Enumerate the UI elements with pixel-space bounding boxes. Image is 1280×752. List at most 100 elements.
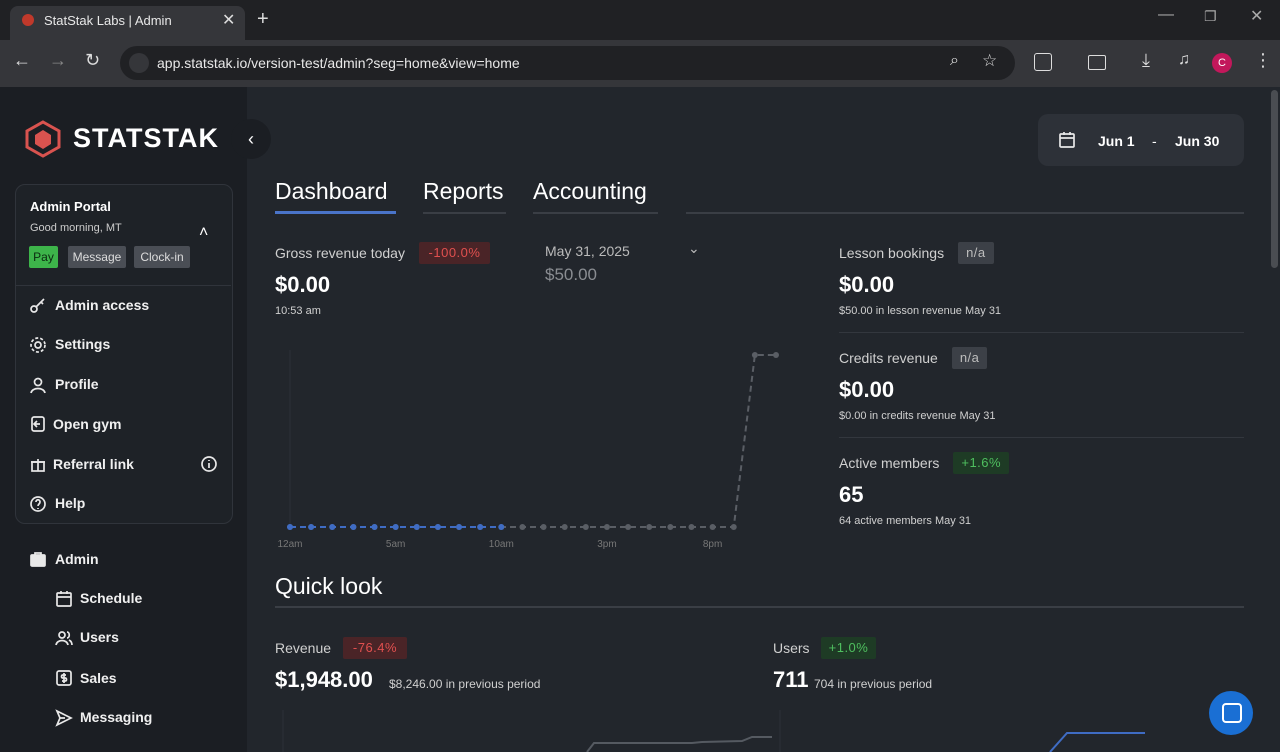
downloads[interactable]: ⤓ bbox=[1142, 50, 1150, 70]
series-point bbox=[308, 524, 315, 530]
stat-badge: +1.6% bbox=[953, 452, 1010, 474]
compare-dropdown[interactable]: ⌄ bbox=[688, 240, 700, 256]
compare-value: $50.00 bbox=[545, 265, 597, 284]
tab-dashboard[interactable]: Dashboard bbox=[275, 178, 388, 204]
series-point bbox=[371, 524, 378, 530]
gross-badge: -100.0% bbox=[419, 242, 490, 264]
portal-title: Admin Portal bbox=[30, 199, 111, 214]
x-tick-label: 12am bbox=[277, 539, 302, 550]
series-point bbox=[434, 524, 441, 530]
date-start: Jun 1 bbox=[1098, 133, 1135, 149]
zoom[interactable]: ⌕ bbox=[950, 52, 959, 69]
gross-value: $0.00 bbox=[275, 272, 331, 297]
series-point bbox=[773, 352, 779, 358]
series-point bbox=[730, 524, 737, 530]
menu-item[interactable]: Profile bbox=[55, 376, 99, 392]
media[interactable]: ♫ bbox=[1178, 51, 1190, 68]
tab-reports[interactable]: Reports bbox=[423, 178, 504, 204]
brand: STATSTAK bbox=[73, 123, 219, 153]
key-icon bbox=[30, 298, 45, 313]
series-point bbox=[350, 524, 357, 530]
revenue-badge: -76.4% bbox=[343, 637, 407, 659]
submenu-item[interactable]: Users bbox=[80, 629, 119, 645]
menu-kebab[interactable]: ⋮ bbox=[1254, 50, 1272, 70]
sales-icon bbox=[56, 670, 72, 686]
scrollbar[interactable] bbox=[1271, 90, 1278, 268]
extensions[interactable] bbox=[1034, 53, 1052, 71]
new-tab[interactable]: + bbox=[257, 8, 269, 30]
address-bar[interactable]: app.statstak.io/version-test/admin?seg=h… bbox=[120, 46, 1015, 80]
tab-accounting[interactable]: Accounting bbox=[533, 178, 647, 204]
stat-label: Credits revenue bbox=[839, 350, 938, 366]
tab-underline bbox=[423, 212, 506, 214]
greeting: Good morning, MT bbox=[30, 222, 122, 234]
send-icon bbox=[55, 709, 73, 727]
series-point bbox=[646, 524, 653, 530]
collapse-sidebar[interactable]: ‹ bbox=[231, 119, 271, 159]
back[interactable]: ← bbox=[13, 50, 31, 70]
stat-value: $0.00 bbox=[839, 272, 895, 297]
users-icon bbox=[55, 631, 73, 646]
x-tick-label: 3pm bbox=[597, 539, 616, 550]
submenu-item[interactable]: Schedule bbox=[80, 590, 143, 606]
menu-item[interactable]: Admin access bbox=[55, 297, 150, 313]
gross-label: Gross revenue today bbox=[275, 245, 405, 261]
series-point bbox=[456, 524, 463, 530]
divider bbox=[16, 285, 231, 286]
bookmark[interactable]: ☆ bbox=[982, 51, 998, 70]
stat-label: Lesson bookings bbox=[839, 245, 945, 261]
date-range[interactable] bbox=[1038, 114, 1244, 166]
pay-button[interactable]: Pay bbox=[29, 246, 58, 268]
stat-note: $50.00 in lesson revenue May 31 bbox=[839, 305, 1002, 317]
profile[interactable]: C bbox=[1212, 53, 1232, 73]
close-window[interactable]: ✕ bbox=[1250, 8, 1264, 25]
series-point bbox=[287, 524, 293, 530]
series-point bbox=[519, 524, 526, 530]
users-badge: +1.0% bbox=[821, 637, 876, 659]
collapse-portal[interactable]: ˄ bbox=[199, 224, 209, 241]
menu-item[interactable]: Open gym bbox=[53, 416, 122, 432]
calendar-icon bbox=[56, 591, 72, 607]
tab-close[interactable]: ✕ bbox=[222, 12, 236, 29]
message-button[interactable]: Message bbox=[68, 246, 126, 268]
cast[interactable] bbox=[1088, 55, 1106, 70]
logo-icon bbox=[25, 120, 61, 158]
section-title: Admin bbox=[55, 551, 99, 567]
users-label: Users bbox=[773, 640, 810, 656]
menu-item[interactable]: Referral link bbox=[53, 456, 134, 472]
minimize[interactable]: — bbox=[1158, 6, 1174, 23]
compare-date[interactable]: May 31, 2025 bbox=[545, 243, 630, 259]
series-point bbox=[392, 524, 399, 530]
quick-look-rule bbox=[275, 606, 1244, 608]
series-point bbox=[625, 524, 632, 530]
url: app.statstak.io/version-test/admin?seg=h… bbox=[157, 55, 520, 71]
browser-tab[interactable]: StatStak Labs | Admin ✕ bbox=[10, 6, 245, 40]
series-point bbox=[540, 524, 547, 530]
tab-rule bbox=[686, 212, 1244, 214]
clockin-button[interactable]: Clock-in bbox=[134, 246, 190, 268]
date-icon bbox=[1059, 132, 1075, 148]
quick-look-sparklines bbox=[282, 710, 1145, 752]
stat-value: 65 bbox=[839, 482, 864, 507]
forward[interactable]: → bbox=[49, 50, 67, 70]
series-point bbox=[667, 524, 674, 530]
site-info[interactable] bbox=[129, 53, 149, 73]
info-icon[interactable] bbox=[200, 455, 218, 473]
date-end: Jun 30 bbox=[1175, 133, 1220, 149]
chat-button[interactable] bbox=[1209, 691, 1253, 735]
restore[interactable]: ❐ bbox=[1204, 8, 1217, 24]
profile-icon bbox=[30, 377, 46, 394]
tab-title: StatStak Labs | Admin bbox=[44, 13, 172, 28]
reload[interactable]: ↻ bbox=[85, 50, 101, 70]
quick-look-title: Quick look bbox=[275, 573, 383, 599]
menu-item[interactable]: Help bbox=[55, 495, 86, 511]
gift-icon bbox=[31, 459, 45, 472]
submenu-item[interactable]: Sales bbox=[80, 670, 117, 686]
x-tick-label: 10am bbox=[489, 539, 514, 550]
revenue-label: Revenue bbox=[275, 640, 332, 656]
submenu-item[interactable]: Messaging bbox=[80, 709, 153, 725]
revenue-previous: $8,246.00 in previous period bbox=[389, 677, 541, 691]
menu-item[interactable]: Settings bbox=[55, 336, 111, 352]
briefcase-icon bbox=[30, 552, 46, 567]
